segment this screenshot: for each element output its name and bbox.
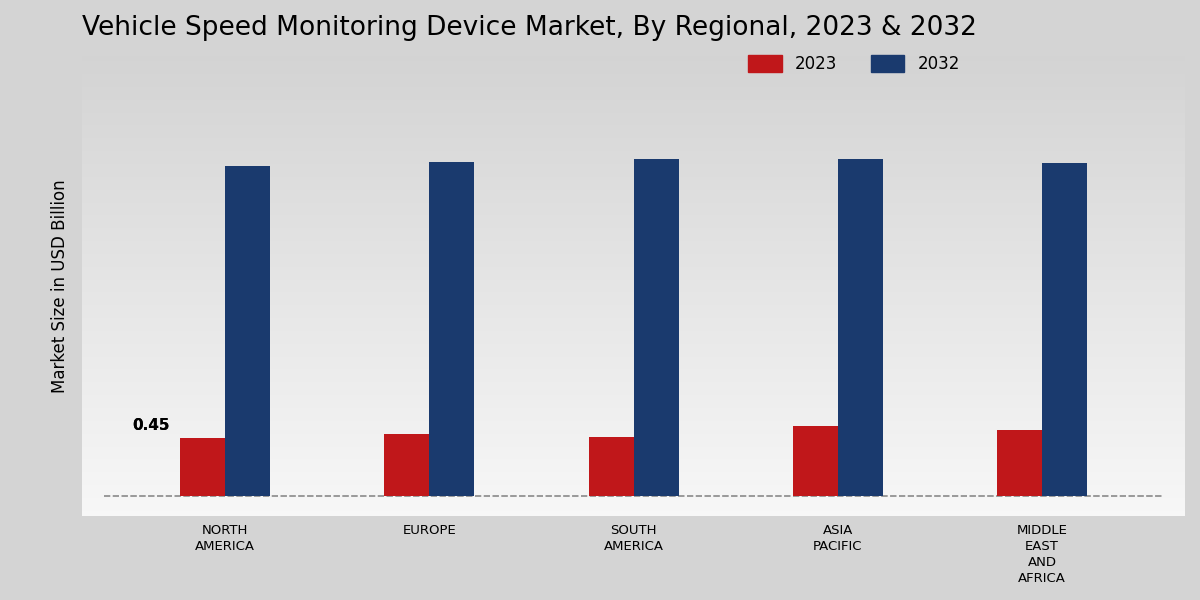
Bar: [1042, 163, 1087, 496]
Bar: [634, 160, 678, 496]
Legend: 2023, 2032: 2023, 2032: [749, 55, 960, 73]
Y-axis label: Market Size in USD Billion: Market Size in USD Billion: [50, 179, 70, 392]
Text: Vehicle Speed Monitoring Device Market, By Regional, 2023 & 2032: Vehicle Speed Monitoring Device Market, …: [82, 15, 977, 41]
Bar: [838, 160, 883, 496]
Bar: [838, 160, 883, 496]
Bar: [634, 160, 678, 496]
Bar: [589, 437, 634, 496]
Bar: [180, 438, 226, 496]
Bar: [226, 166, 270, 496]
Bar: [793, 426, 838, 496]
Bar: [1042, 163, 1087, 496]
Bar: [180, 438, 226, 496]
Text: 0.45: 0.45: [132, 418, 170, 433]
Bar: [430, 162, 474, 496]
Bar: [430, 162, 474, 496]
Bar: [384, 434, 430, 496]
Bar: [589, 437, 634, 496]
Bar: [997, 430, 1042, 496]
Bar: [384, 434, 430, 496]
Text: 0.45: 0.45: [132, 418, 170, 433]
Bar: [226, 166, 270, 496]
Bar: [997, 430, 1042, 496]
Bar: [793, 426, 838, 496]
